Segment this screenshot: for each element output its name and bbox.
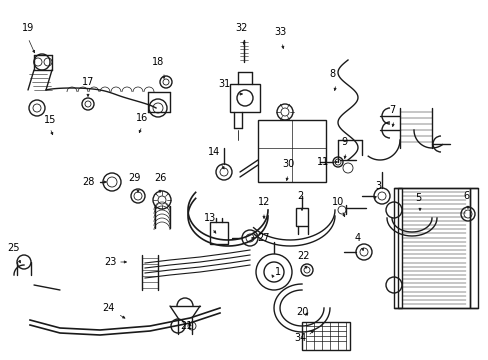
Bar <box>302 322 349 350</box>
Text: 17: 17 <box>81 77 94 87</box>
Text: 16: 16 <box>136 113 148 123</box>
Text: 13: 13 <box>203 213 216 223</box>
Text: 34: 34 <box>293 333 305 343</box>
Text: 5: 5 <box>414 193 420 203</box>
Text: 24: 24 <box>102 303 114 313</box>
Bar <box>295 208 307 226</box>
Bar <box>209 222 227 244</box>
Text: 28: 28 <box>81 177 94 187</box>
Text: 12: 12 <box>257 197 270 207</box>
Text: 25: 25 <box>8 243 20 253</box>
Text: 31: 31 <box>218 79 230 89</box>
Text: 20: 20 <box>295 307 307 317</box>
Text: 21: 21 <box>180 321 192 331</box>
Text: 14: 14 <box>207 147 220 157</box>
Text: 8: 8 <box>328 69 334 79</box>
Text: 18: 18 <box>152 57 164 67</box>
Bar <box>397 188 469 308</box>
Text: 7: 7 <box>388 105 394 115</box>
Text: 4: 4 <box>354 233 360 243</box>
Text: 1: 1 <box>274 267 281 277</box>
Text: 23: 23 <box>103 257 116 267</box>
Text: 19: 19 <box>22 23 34 33</box>
Bar <box>258 120 325 182</box>
Text: 15: 15 <box>44 115 56 125</box>
Bar <box>469 188 477 308</box>
Text: 3: 3 <box>374 181 380 191</box>
Bar <box>229 84 260 112</box>
Circle shape <box>256 254 291 290</box>
Text: 2: 2 <box>296 191 303 201</box>
Text: 22: 22 <box>297 251 309 261</box>
Text: 33: 33 <box>273 27 285 37</box>
Text: 11: 11 <box>316 157 328 167</box>
Text: 9: 9 <box>340 137 346 147</box>
Text: 29: 29 <box>127 173 140 183</box>
Bar <box>393 188 401 308</box>
Text: 32: 32 <box>235 23 248 33</box>
Text: 26: 26 <box>154 173 166 183</box>
Text: 30: 30 <box>281 159 293 169</box>
Text: 10: 10 <box>331 197 344 207</box>
Text: 27: 27 <box>257 233 270 243</box>
Text: 6: 6 <box>462 191 468 201</box>
